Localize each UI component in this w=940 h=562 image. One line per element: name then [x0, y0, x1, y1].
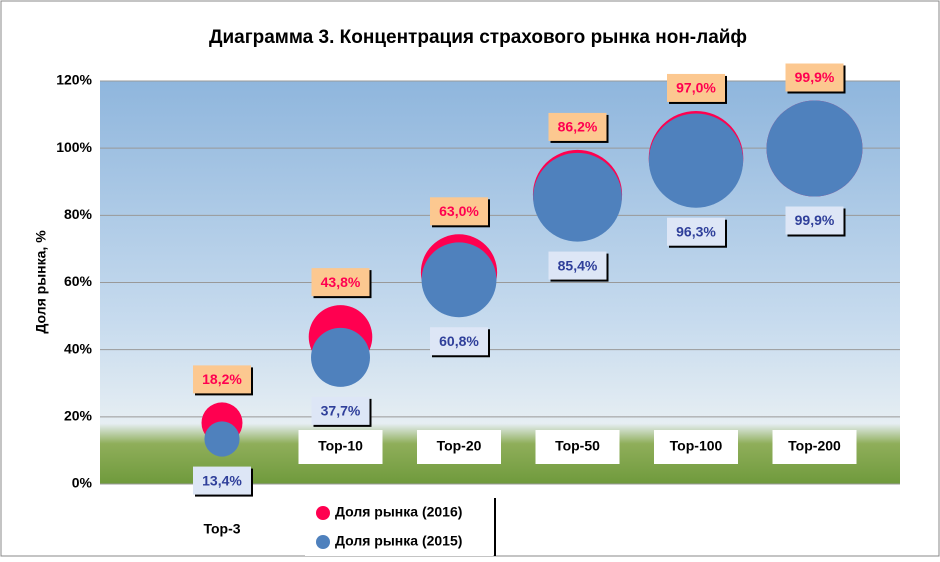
- y-tick-label: 40%: [64, 340, 93, 356]
- x-tick-box: [535, 430, 620, 464]
- x-tick-label: Top-50: [555, 438, 600, 454]
- x-tick-label: Top-200: [788, 438, 841, 454]
- value-label: 63,0%: [439, 203, 479, 219]
- x-tick-label: Top-100: [670, 438, 723, 454]
- value-label-box: [311, 396, 370, 425]
- value-label: 13,4%: [202, 472, 242, 488]
- x-tick-box: [654, 430, 738, 464]
- y-tick-label: 80%: [64, 206, 93, 222]
- x-tick-label: Top-10: [318, 438, 363, 454]
- value-label: 18,2%: [202, 371, 242, 387]
- y-tick-label: 20%: [64, 408, 93, 424]
- x-tick-label: Top-3: [203, 521, 240, 537]
- bubble: [311, 327, 370, 387]
- y-axis-label: Доля рынка, %: [33, 230, 49, 334]
- y-tick-label: 0%: [72, 475, 93, 491]
- value-label-box: [667, 73, 725, 102]
- y-tick-label: 100%: [56, 139, 92, 155]
- value-label-box: [311, 268, 370, 297]
- x-tick-box: [417, 430, 501, 464]
- legend-box: [305, 498, 493, 556]
- bubble: [766, 100, 863, 197]
- y-tick-label: 120%: [56, 72, 92, 88]
- bubble: [648, 113, 744, 208]
- value-label-box: [193, 466, 251, 495]
- value-label: 86,2%: [558, 119, 598, 135]
- value-label-box: [785, 206, 844, 235]
- value-label: 96,3%: [676, 223, 716, 239]
- legend-marker: [316, 506, 330, 520]
- value-label: 43,8%: [321, 274, 361, 290]
- value-label-box: [667, 217, 725, 246]
- value-label-box: [430, 327, 488, 356]
- bubble: [204, 421, 240, 457]
- bubble: [533, 152, 622, 242]
- chart-title: Диаграмма 3. Концентрация страхового рын…: [209, 27, 747, 48]
- bubble: [421, 242, 497, 318]
- x-tick-box: [298, 430, 383, 464]
- value-label: 97,0%: [676, 80, 716, 96]
- value-label: 85,4%: [558, 257, 598, 273]
- value-label: 99,9%: [795, 69, 835, 85]
- legend-marker: [316, 535, 330, 549]
- value-label: 37,7%: [321, 403, 361, 419]
- value-label-box: [548, 251, 607, 280]
- value-label: 99,9%: [795, 212, 835, 228]
- value-label: 60,8%: [439, 333, 479, 349]
- value-label-box: [193, 365, 251, 394]
- value-label-box: [430, 197, 488, 226]
- x-tick-box: [772, 430, 857, 464]
- x-tick-label: Top-20: [437, 438, 482, 454]
- value-label-box: [785, 63, 844, 92]
- value-label-box: [548, 112, 607, 141]
- legend-label: Доля рынка (2016): [335, 504, 462, 520]
- legend-label: Доля рынка (2015): [335, 533, 462, 549]
- y-tick-label: 60%: [64, 273, 93, 289]
